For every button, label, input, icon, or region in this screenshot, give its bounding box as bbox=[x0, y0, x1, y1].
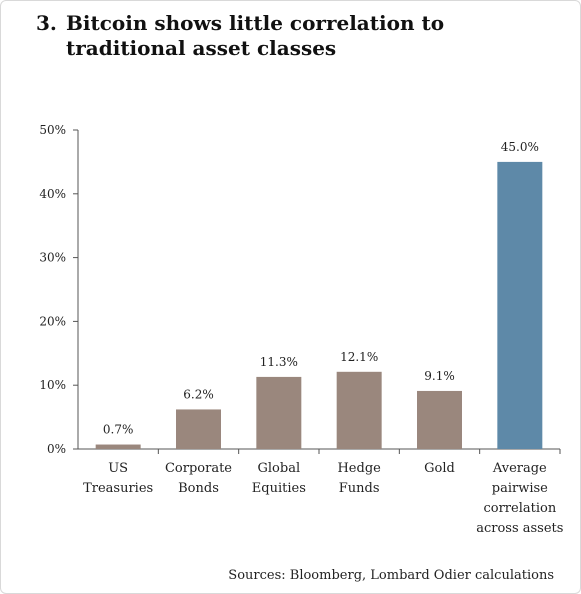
source-note: Sources: Bloomberg, Lombard Odier calcul… bbox=[228, 568, 554, 583]
y-tick-label: 10% bbox=[39, 378, 66, 392]
data-label: 12.1% bbox=[340, 350, 378, 364]
x-tick-label: Hedge bbox=[337, 461, 381, 476]
x-tick-label: Bonds bbox=[178, 481, 219, 496]
data-label: 0.7% bbox=[103, 423, 134, 437]
x-tick-label: Gold bbox=[424, 461, 455, 476]
x-tick-label: Average bbox=[492, 461, 547, 476]
x-tick-label: across assets bbox=[476, 521, 563, 536]
x-tick-label: pairwise bbox=[492, 481, 548, 496]
y-tick-label: 40% bbox=[39, 187, 66, 201]
data-label: 6.2% bbox=[183, 387, 214, 401]
x-tick-label: Global bbox=[258, 461, 301, 476]
bar bbox=[417, 390, 462, 449]
bar bbox=[497, 161, 543, 449]
bar bbox=[256, 376, 302, 449]
data-label: 45.0% bbox=[501, 140, 539, 154]
title-text: Bitcoin shows little correlation to trad… bbox=[66, 11, 445, 60]
bar bbox=[176, 409, 221, 449]
bar bbox=[95, 444, 141, 449]
y-tick-label: 0% bbox=[47, 442, 66, 456]
x-tick-label: Corporate bbox=[165, 461, 232, 476]
x-tick-label: Equities bbox=[252, 481, 306, 496]
x-tick-label: correlation bbox=[483, 501, 556, 516]
y-tick-label: 50% bbox=[39, 123, 66, 137]
data-label: 11.3% bbox=[260, 355, 298, 369]
title-number: 3. bbox=[36, 11, 57, 35]
y-tick-label: 30% bbox=[39, 251, 66, 265]
x-tick-label: US bbox=[108, 461, 128, 476]
x-tick-label: Treasuries bbox=[83, 481, 153, 496]
bar bbox=[336, 371, 382, 449]
data-label: 9.1% bbox=[424, 369, 455, 383]
y-tick-label: 20% bbox=[39, 314, 66, 328]
x-tick-label: Funds bbox=[339, 481, 380, 496]
